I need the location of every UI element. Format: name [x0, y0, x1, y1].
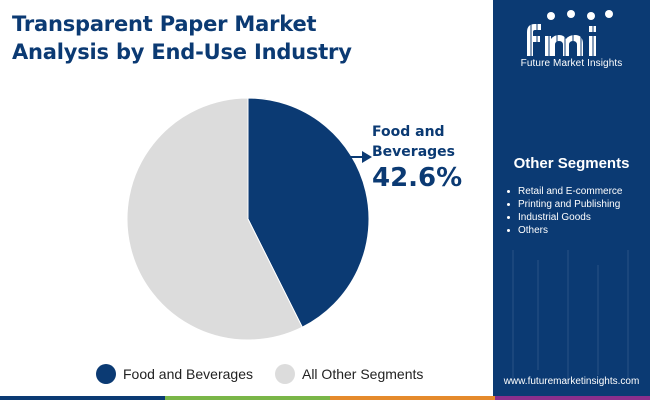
bottom-bar-segment-1 — [0, 396, 165, 400]
chart-title-line-2: Analysis by End-Use Industry — [12, 40, 352, 64]
sidebar: Future Market Insights Other Segments Re… — [493, 0, 650, 400]
pie-chart-svg — [126, 97, 370, 341]
legend-swatch-food-and-beverages — [96, 364, 116, 384]
bullet-icon — [507, 190, 510, 193]
bottom-color-bar — [0, 396, 650, 400]
other-segments-title: Other Segments — [513, 155, 630, 172]
chart-legend: Food and Beverages All Other Segments — [96, 364, 445, 384]
data-callout: Food and Beverages 42.6% — [372, 122, 462, 193]
sidebar-texture — [512, 250, 629, 380]
legend-item-food-and-beverages: Food and Beverages — [96, 364, 253, 384]
callout-value: 42.6% — [372, 163, 463, 193]
legend-item-all-other-segments: All Other Segments — [274, 364, 424, 384]
legend-label-food-and-beverages: Food and Beverages — [123, 366, 253, 382]
segment-item-retail: Retail and E-commerce — [507, 185, 622, 198]
other-segments-list: Retail and E-commerce Printing and Publi… — [507, 185, 622, 237]
segment-label: Printing and Publishing — [518, 199, 621, 210]
pie-slice-all-other-segments — [126, 97, 303, 341]
pie-chart — [126, 97, 370, 341]
legend-swatch-all-other-segments — [274, 364, 295, 384]
bottom-bar-segment-2 — [165, 396, 330, 400]
fmi-logo-icon — [527, 10, 613, 58]
logo-text: Future Market Insights — [520, 58, 623, 69]
bottom-bar-segment-3 — [330, 396, 495, 400]
segment-label: Industrial Goods — [518, 212, 591, 223]
chart-title: Transparent Paper Market Analysis by End… — [12, 10, 482, 66]
chart-title-line-1: Transparent Paper Market — [12, 12, 317, 36]
callout-arrow-icon — [348, 151, 372, 163]
legend-label-all-other-segments: All Other Segments — [301, 366, 424, 382]
segment-item-others: Others — [507, 224, 622, 237]
callout-label-line-2: Beverages — [372, 144, 455, 160]
segment-label: Others — [518, 225, 549, 236]
segment-label: Retail and E-commerce — [518, 186, 623, 197]
pie-slice-food-and-beverages — [247, 97, 370, 328]
callout-label-line-1: Food and — [372, 124, 445, 140]
bullet-icon — [507, 216, 510, 219]
segment-item-industrial: Industrial Goods — [507, 211, 622, 224]
website-url: www.futuremarketinsights.com — [503, 376, 640, 387]
bullet-icon — [507, 203, 510, 206]
bullet-icon — [507, 229, 510, 232]
segment-item-printing: Printing and Publishing — [507, 198, 622, 211]
bottom-bar-segment-4 — [495, 396, 650, 400]
